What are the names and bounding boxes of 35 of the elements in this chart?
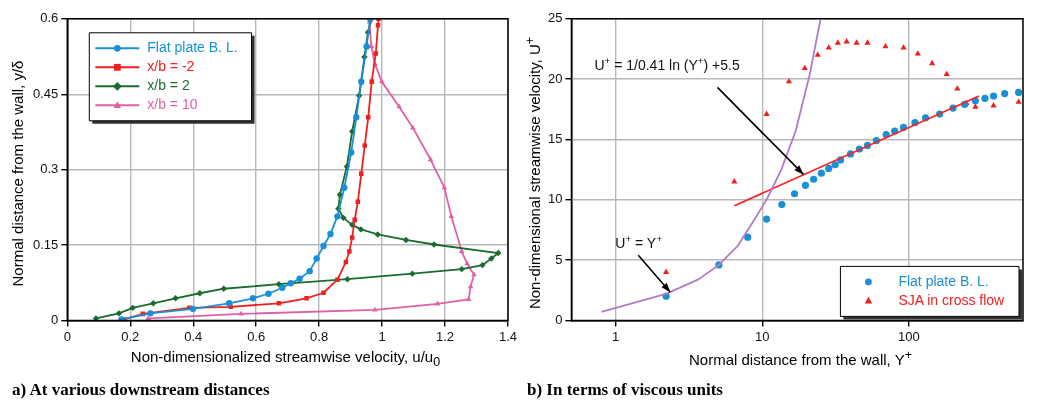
x-tick-label: 0.4 — [184, 328, 203, 344]
legend-label: x/b = 10 — [147, 96, 198, 113]
legend-label: Flat plate B. L. — [147, 39, 238, 56]
y-tick-label: 0.6 — [40, 10, 59, 26]
x-tick-label: 0.8 — [310, 328, 329, 344]
x-tick-label: 1 — [378, 328, 386, 344]
x-tick-label: 10 — [755, 328, 770, 344]
x-tick-label: 1 — [611, 328, 620, 344]
annotation: U+ = 1/0.41 ln (Y+) +5.5 — [594, 55, 740, 74]
annotation: U+ = Y+ — [615, 232, 663, 252]
y-tick-label: 0.45 — [32, 85, 59, 101]
y-tick-label: 20 — [547, 70, 563, 86]
x-axis-title: Non-dimensionalized streamwise velocity, u/u$_{0}$ — [129, 348, 442, 369]
x-tick-label: 0.6 — [247, 328, 266, 344]
y-tick-label: 10 — [547, 191, 563, 207]
x-tick-label: 1.2 — [436, 328, 455, 344]
x-tick-label: 0.2 — [121, 328, 140, 344]
y-tick-label: 25 — [547, 10, 563, 26]
y-tick-label: 0.15 — [32, 236, 59, 252]
y-axis-title: Normal distance from the wall, y/δ — [9, 60, 27, 286]
x-tick-label: 1.4 — [498, 328, 518, 344]
y-tick-label: 5 — [555, 251, 563, 267]
legend-label: Flat plate B. L. — [898, 272, 989, 289]
y-tick-label: 0.3 — [40, 161, 59, 177]
legend-label: SJA in cross flow — [898, 291, 1006, 308]
y-tick-label: 0 — [51, 311, 59, 327]
legend-label: x/b = 2 — [147, 77, 190, 94]
y-tick-label: 0 — [555, 311, 563, 327]
y-tick-label: 15 — [547, 131, 563, 147]
text: a) At various downstream distances — [12, 380, 270, 400]
text: b) In terms of viscous units — [527, 380, 723, 400]
x-tick-label: 100 — [898, 328, 920, 344]
x-tick-label: 0 — [63, 328, 71, 344]
x-axis-title: Normal distance from the wall, Y$^{+}$ — [688, 348, 913, 368]
legend-label: x/b = -2 — [147, 58, 195, 75]
